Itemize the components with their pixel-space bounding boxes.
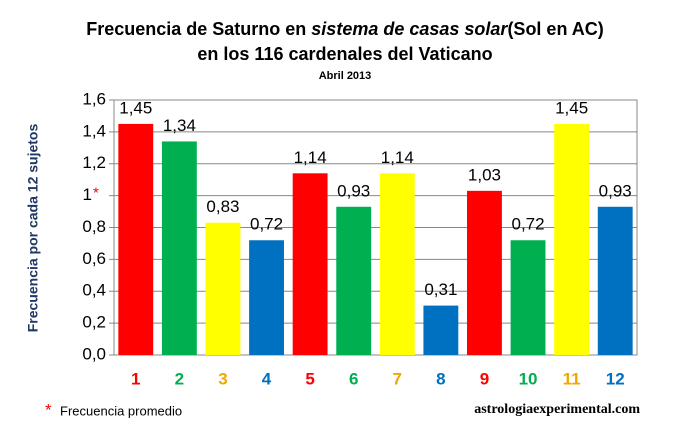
x-tick-label: 7 — [393, 369, 402, 388]
x-tick-label: 10 — [519, 369, 538, 388]
y-tick-label: 1,6 — [82, 89, 106, 108]
value-label: 1,03 — [468, 165, 501, 184]
bar — [118, 123, 154, 355]
value-label: 0,83 — [206, 197, 239, 216]
x-tick-label: 8 — [436, 369, 445, 388]
bar — [554, 123, 590, 355]
footnote-text: Frecuencia promedio — [60, 403, 182, 418]
bar — [336, 206, 372, 355]
x-tick-label: 6 — [349, 369, 358, 388]
x-tick-label: 4 — [262, 369, 272, 388]
y-tick-label: 0,8 — [82, 217, 106, 236]
x-tick-label: 11 — [563, 369, 581, 388]
bar — [249, 240, 284, 355]
chart-subtitle: Abril 2013 — [319, 70, 372, 82]
value-label: 1,14 — [381, 148, 414, 167]
y-tick-marker: * — [93, 185, 99, 202]
y-tick-label: 0,2 — [82, 313, 106, 332]
value-label: 0,93 — [599, 181, 632, 200]
y-tick-label: 1 — [83, 185, 92, 204]
y-tick-label: 1,4 — [82, 121, 106, 140]
x-tick-label: 9 — [480, 369, 489, 388]
title-part: Frecuencia de Saturno en — [86, 19, 311, 39]
chart-title-line2: en los 116 cardenales del Vaticano — [197, 44, 492, 64]
bar — [379, 173, 415, 355]
bar — [161, 141, 197, 355]
value-label: 1,45 — [555, 98, 588, 117]
x-tick-label: 1 — [131, 369, 140, 388]
x-tick-label: 5 — [305, 369, 314, 388]
value-label: 0,31 — [424, 280, 457, 299]
bar — [510, 240, 546, 355]
value-label: 1,34 — [163, 116, 196, 135]
x-tick-label: 2 — [175, 369, 184, 388]
y-tick-label: 0,0 — [82, 344, 106, 363]
y-tick-label: 0,4 — [82, 281, 106, 300]
bar — [292, 173, 328, 355]
value-label: 0,93 — [337, 181, 370, 200]
x-tick-label: 12 — [606, 369, 625, 388]
bar — [467, 190, 502, 355]
y-axis-label: Frecuencia por cada 12 sujetos — [25, 124, 41, 333]
title-part: (Sol en AC) — [507, 19, 603, 39]
bar — [205, 222, 241, 355]
source: astrologiaexperimental.com — [474, 402, 640, 417]
chart-title: Frecuencia de Saturno en sistema de casa… — [86, 19, 604, 39]
y-tick-label: 1,2 — [82, 153, 106, 172]
title-part: sistema de casas solar — [311, 19, 508, 39]
bar — [423, 305, 459, 355]
value-label: 0,72 — [511, 215, 544, 234]
bar — [597, 206, 633, 355]
footnote-marker: * — [45, 400, 52, 419]
x-tick-label: 3 — [218, 369, 227, 388]
value-label: 1,14 — [294, 148, 327, 167]
y-tick-label: 0,6 — [82, 249, 106, 268]
value-label: 1,45 — [119, 98, 152, 117]
value-label: 0,72 — [250, 215, 283, 234]
